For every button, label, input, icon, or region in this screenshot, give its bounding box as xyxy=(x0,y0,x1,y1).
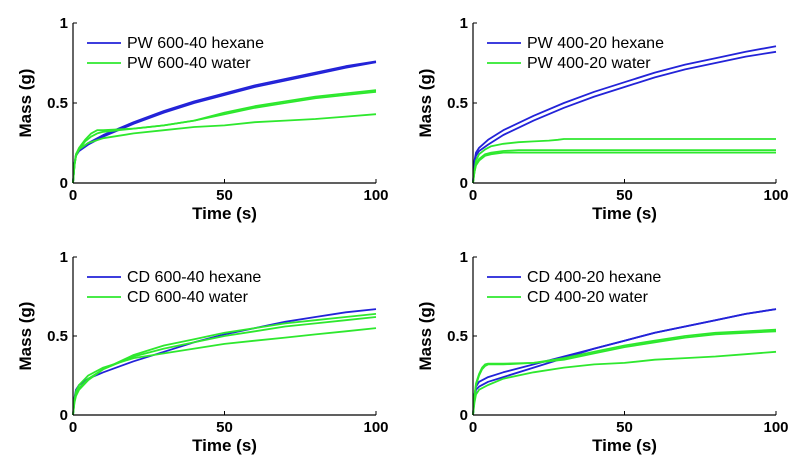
y-axis-label: Mass (g) xyxy=(416,69,435,138)
series-line-hexane-1 xyxy=(72,60,377,184)
y-tick-label: 0 xyxy=(460,175,468,192)
legend-label: CD 600-40 water xyxy=(127,289,249,306)
chart-panel-4: 0 50 100 0 0.5 1 Time (s) Mass (g) CD 400-20 hex… xyxy=(416,249,789,455)
y-tick-label: 1 xyxy=(60,249,68,266)
series-line-water-4 xyxy=(72,90,377,184)
legend-label: PW 600-40 hexane xyxy=(127,35,264,52)
series-line-water-2 xyxy=(72,313,377,416)
series-line-hexane-2 xyxy=(72,61,377,184)
y-tick-label: 1 xyxy=(460,249,468,266)
y-axis-label: Mass (g) xyxy=(416,302,435,371)
y-tick-label: 0 xyxy=(60,175,68,192)
series-line-hexane-2 xyxy=(472,50,777,184)
legend-label: CD 400-20 water xyxy=(527,289,649,306)
chart-panel-2: 0 50 100 0 0.5 1 Time (s) Mass (g) PW 400-20 hex… xyxy=(416,15,789,223)
series-line-water-5 xyxy=(472,350,777,416)
x-tick-label: 0 xyxy=(69,419,77,436)
y-tick-label: 0.5 xyxy=(47,95,68,112)
series-line-water-3 xyxy=(72,316,377,416)
y-tick-label: 0 xyxy=(460,407,468,424)
x-tick-label: 100 xyxy=(763,419,788,436)
y-tick-label: 1 xyxy=(460,15,468,32)
y-tick-label: 0.5 xyxy=(447,95,468,112)
x-axis-label: Time (s) xyxy=(592,436,657,455)
x-tick-label: 100 xyxy=(363,187,388,204)
y-tick-label: 0 xyxy=(60,407,68,424)
x-axis-label: Time (s) xyxy=(192,204,257,223)
legend-label: PW 600-40 water xyxy=(127,55,251,72)
y-tick-label: 0.5 xyxy=(447,328,468,345)
legend-label: PW 400-20 water xyxy=(527,55,651,72)
series-line-water-5 xyxy=(472,151,776,184)
chart-panel-3: 0 50 100 0 0.5 1 Time (s) Mass (g) CD 600-40 hex… xyxy=(16,249,389,455)
legend-label: CD 400-20 hexane xyxy=(527,269,661,286)
x-tick-label: 100 xyxy=(763,187,788,204)
x-tick-label: 100 xyxy=(363,419,388,436)
series-line-water-4 xyxy=(72,327,377,416)
legend-label: PW 400-20 hexane xyxy=(527,35,664,52)
x-tick-label: 50 xyxy=(616,419,633,436)
series-line-hexane-1 xyxy=(472,45,777,184)
y-tick-label: 0.5 xyxy=(47,328,68,345)
series-line-water-4 xyxy=(472,330,777,416)
x-tick-label: 0 xyxy=(469,419,477,436)
y-axis-label: Mass (g) xyxy=(16,69,35,138)
x-tick-label: 0 xyxy=(69,187,77,204)
x-tick-label: 50 xyxy=(216,419,233,436)
chart-panel-1: 0 50 100 0 0.5 1 Time (s) Mass (g) PW 600-40 hex… xyxy=(16,15,389,223)
x-axis-label: Time (s) xyxy=(192,436,257,455)
x-axis-label: Time (s) xyxy=(592,204,657,223)
legend-label: CD 600-40 hexane xyxy=(127,269,261,286)
x-tick-label: 50 xyxy=(216,187,233,204)
series-line-water-4 xyxy=(472,149,776,184)
y-axis-label: Mass (g) xyxy=(16,302,35,371)
series-line-water-5 xyxy=(72,113,377,184)
y-tick-label: 1 xyxy=(60,15,68,32)
x-tick-label: 0 xyxy=(469,187,477,204)
series-line-water-3 xyxy=(472,138,776,184)
x-tick-label: 50 xyxy=(616,187,633,204)
